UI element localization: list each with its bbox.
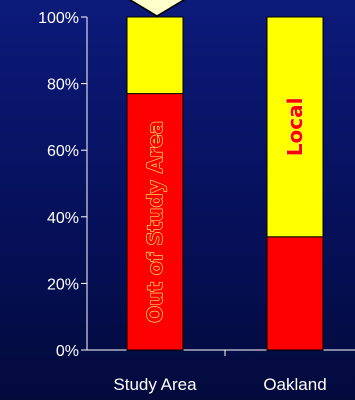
callout-arrow [128, 0, 186, 17]
bar-segment [266, 16, 324, 238]
y-tick-label: 60% [47, 143, 79, 160]
y-tick-label: 0% [56, 343, 79, 360]
category-label: Study Area [113, 375, 197, 394]
bar-segment [126, 93, 184, 351]
y-tick-label: 80% [47, 77, 79, 94]
y-tick-label: 40% [47, 210, 79, 227]
segment-label: Local [283, 98, 307, 157]
category-label: Oakland [263, 375, 326, 394]
y-tick-label: 100% [38, 10, 79, 27]
bar-segment [266, 236, 324, 351]
y-tick-label: 20% [47, 276, 79, 293]
segment-label: Out of Study Area [143, 121, 167, 323]
bar-segment [126, 16, 184, 95]
